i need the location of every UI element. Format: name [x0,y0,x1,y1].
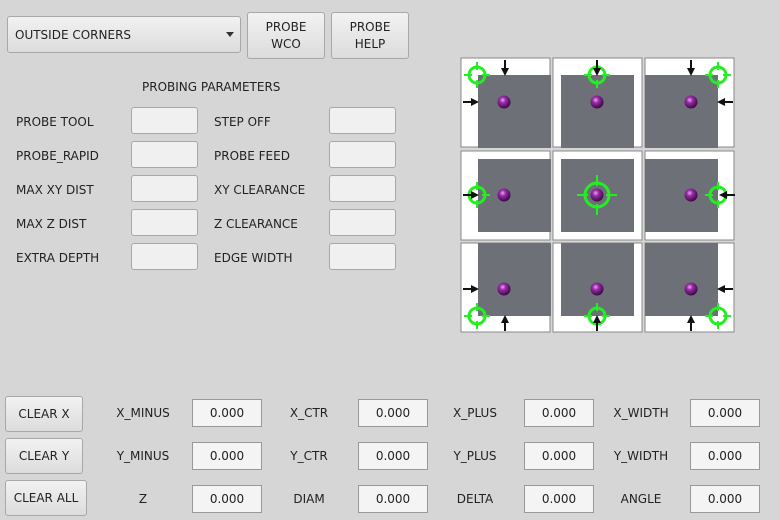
probing-parameters-title: PROBING PARAMETERS [142,80,281,94]
result-label: X_CTR [289,406,329,420]
result-value: 0.000 [192,442,262,470]
param-label: PROBE_RAPID [16,149,99,163]
probe-ball-icon [590,282,604,296]
probe-cell-1-1[interactable] [552,150,643,241]
result-label: X_MINUS [116,406,170,420]
probe-ball-icon [497,95,511,109]
probe-wco-button[interactable]: PROBE WCO [247,12,325,59]
probe-direction-arrow-icon [593,315,601,331]
param-label: XY CLEARANCE [214,183,306,197]
param-input[interactable] [329,243,396,270]
probe-help-button[interactable]: PROBE HELP [331,12,409,59]
param-label: EXTRA DEPTH [16,251,100,265]
result-label: X_PLUS [453,406,497,420]
result-value: 0.000 [524,399,594,427]
probe-direction-arrow-icon [501,315,509,331]
stock-block [478,159,551,232]
result-label: DIAM [293,492,325,506]
result-label: X_WIDTH [613,406,669,420]
probe-cell-0-1[interactable] [552,57,643,148]
result-value: 0.000 [192,399,262,427]
probe-direction-arrow-icon [463,191,479,199]
probe-direction-arrow-icon [463,285,479,293]
probe-target-icon [464,303,490,329]
probe-cell-0-2[interactable] [644,57,735,148]
probe-target-icon [464,62,490,88]
probe-ball-icon [684,282,698,296]
result-value: 0.000 [690,485,760,513]
probe-target-icon [705,62,731,88]
param-label: STEP OFF [214,115,271,129]
probe-ball-icon [684,95,698,109]
probe-ball-icon [590,188,604,202]
chevron-down-icon [226,32,234,37]
probe-direction-arrow-icon [687,60,695,76]
stock-block [478,75,551,148]
probe-mode-value: OUTSIDE CORNERS [15,27,132,42]
probe-ball-icon [497,188,511,202]
probe-target-icon [705,303,731,329]
param-label: Z CLEARANCE [214,217,298,231]
result-value: 0.000 [192,485,262,513]
param-input[interactable] [131,175,198,202]
result-value: 0.000 [358,442,428,470]
stock-block [478,243,551,316]
clear-x-button[interactable]: CLEAR X [5,396,83,432]
param-label: PROBE FEED [214,149,290,163]
result-value: 0.000 [524,485,594,513]
result-value: 0.000 [690,442,760,470]
param-input[interactable] [329,107,396,134]
result-value: 0.000 [358,399,428,427]
probe-ball-icon [684,188,698,202]
result-label: Y_CTR [290,449,328,463]
probe-target-icon [577,175,617,215]
result-label: Z [138,492,148,506]
result-label: Y_WIDTH [613,449,669,463]
param-input[interactable] [131,209,198,236]
param-label: MAX Z DIST [16,217,87,231]
result-value: 0.000 [358,485,428,513]
probe-direction-arrow-icon [717,98,733,106]
param-input[interactable] [131,141,198,168]
param-input[interactable] [131,243,198,270]
stock-block [645,243,718,316]
result-label: Y_PLUS [453,449,497,463]
probe-ball-icon [497,282,511,296]
result-value: 0.000 [690,399,760,427]
stock-block [645,75,718,148]
clear-y-button[interactable]: CLEAR Y [5,438,83,474]
param-label: PROBE TOOL [16,115,94,129]
probe-ball-icon [590,95,604,109]
result-value: 0.000 [524,442,594,470]
result-label: ANGLE [620,492,662,506]
probe-direction-arrow-icon [501,60,509,76]
probe-direction-arrow-icon [593,60,601,76]
probe-direction-arrow-icon [687,315,695,331]
result-label: DELTA [456,492,494,506]
probe-cell-1-2[interactable] [644,150,735,241]
param-input[interactable] [131,107,198,134]
result-label: Y_MINUS [116,449,170,463]
param-input[interactable] [329,175,396,202]
param-input[interactable] [329,141,396,168]
param-input[interactable] [329,209,396,236]
param-label: EDGE WIDTH [214,251,293,265]
probe-direction-arrow-icon [463,98,479,106]
probe-direction-arrow-icon [719,191,735,199]
param-label: MAX XY DIST [16,183,94,197]
probe-mode-select[interactable]: OUTSIDE CORNERS [7,16,241,53]
probe-cell-2-2[interactable] [644,242,735,333]
clear-all-button[interactable]: CLEAR ALL [5,480,87,516]
probe-direction-arrow-icon [717,285,733,293]
